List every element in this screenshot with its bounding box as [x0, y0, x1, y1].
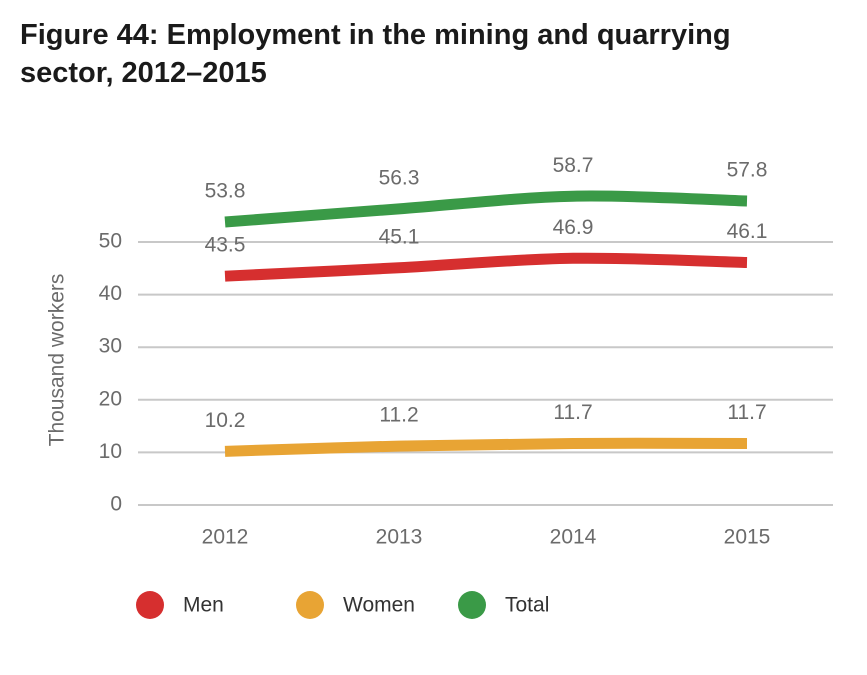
series-line — [224, 190, 748, 228]
data-label: 11.7 — [727, 401, 766, 424]
data-label: 58.7 — [553, 154, 594, 177]
x-tick-label: 2015 — [724, 526, 771, 549]
legend-marker — [296, 591, 324, 619]
x-tick-label: 2013 — [376, 526, 423, 549]
y-tick-label: 40 — [99, 282, 122, 305]
data-label: 46.9 — [553, 216, 594, 239]
x-tick-label: 2012 — [202, 526, 249, 549]
legend-label: Men — [183, 594, 224, 617]
data-label: 11.7 — [553, 401, 592, 424]
series-line — [224, 437, 748, 457]
legend-label: Women — [343, 594, 415, 617]
data-label: 11.2 — [379, 404, 418, 427]
data-label: 43.5 — [205, 234, 246, 257]
series-line — [224, 252, 748, 282]
data-label: 10.2 — [205, 409, 246, 432]
y-tick-label: 0 — [110, 493, 122, 516]
legend-marker — [458, 591, 486, 619]
y-axis-label: Thousand workers — [46, 274, 69, 447]
data-label: 46.1 — [727, 220, 768, 243]
legend-label: Total — [505, 594, 549, 617]
x-tick-label: 2014 — [550, 526, 597, 549]
y-tick-label: 20 — [99, 387, 122, 410]
chart-title: Figure 44: Employment in the mining and … — [20, 19, 731, 89]
data-label: 57.8 — [727, 159, 768, 182]
legend-marker — [136, 591, 164, 619]
y-tick-label: 10 — [99, 440, 122, 463]
data-label: 53.8 — [205, 180, 246, 203]
y-tick-label: 50 — [99, 230, 122, 253]
data-label: 56.3 — [379, 166, 420, 189]
y-tick-label: 30 — [99, 335, 122, 358]
data-label: 45.1 — [379, 225, 420, 248]
